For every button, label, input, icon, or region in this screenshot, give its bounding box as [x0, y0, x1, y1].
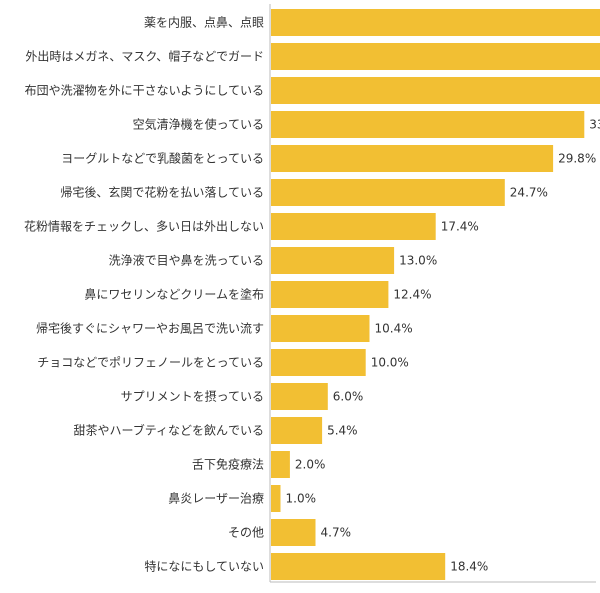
- bar: [271, 111, 585, 138]
- value-label: 4.7%: [321, 526, 352, 540]
- category-label: 外出時はメガネ、マスク、帽子などでガード: [25, 49, 264, 64]
- bar: [271, 315, 370, 342]
- category-label: 甜茶やハーブティなどを飲んでいる: [73, 423, 264, 438]
- bar: [271, 145, 554, 172]
- category-label: 薬を内服、点鼻、点眼: [144, 15, 264, 30]
- value-label: 24.7%: [510, 186, 548, 200]
- category-label: 空気清浄機を使っている: [133, 117, 264, 132]
- bar: [271, 553, 446, 580]
- value-label: 29.8%: [558, 152, 596, 166]
- bar: [271, 383, 328, 410]
- bar: [271, 349, 366, 376]
- value-label: 18.4%: [450, 560, 488, 574]
- category-label: 花粉情報をチェックし、多い日は外出しない: [24, 219, 264, 234]
- bar: [271, 213, 436, 240]
- value-label: 10.4%: [375, 322, 413, 336]
- value-label: 2.0%: [295, 458, 326, 472]
- bar: [271, 417, 323, 444]
- bar: [271, 485, 281, 512]
- category-label: 舌下免疫療法: [192, 457, 264, 472]
- bar: [271, 451, 290, 478]
- category-label: サプリメントを摂っている: [121, 389, 264, 404]
- value-label: 13.0%: [399, 254, 437, 268]
- value-label: 33.1%: [589, 118, 600, 132]
- category-label: その他: [228, 526, 264, 540]
- bar: [271, 281, 389, 308]
- bar: [271, 247, 395, 274]
- bar: [271, 9, 600, 36]
- value-label: 1.0%: [286, 492, 317, 506]
- value-label: 17.4%: [441, 220, 479, 234]
- bar-marks: 薬を内服、点鼻、点眼49.2%外出時はメガネ、マスク、帽子などでガード46.5%…: [24, 9, 600, 580]
- bar: [271, 519, 316, 546]
- category-label: 鼻炎レーザー治療: [168, 491, 264, 506]
- category-label: 布団や洗濯物を外に干さないようにしている: [25, 84, 264, 98]
- category-label: 洗浄液で目や鼻を洗っている: [109, 253, 264, 268]
- bar: [271, 179, 505, 206]
- category-label: 鼻にワセリンなどクリームを塗布: [84, 287, 264, 302]
- value-label: 12.4%: [393, 288, 431, 302]
- bar: [271, 77, 600, 104]
- category-label: 特になにもしていない: [144, 559, 264, 574]
- bar: [271, 43, 600, 70]
- value-label: 6.0%: [333, 390, 364, 404]
- value-label: 10.0%: [371, 356, 409, 370]
- category-label: チョコなどでポリフェノールをとっている: [37, 356, 264, 370]
- category-label: 帰宅後すぐにシャワーやお風呂で洗い流す: [36, 321, 264, 336]
- value-label: 5.4%: [327, 424, 358, 438]
- category-label: ヨーグルトなどで乳酸菌をとっている: [61, 151, 264, 166]
- category-label: 帰宅後、玄関で花粉を払い落している: [60, 185, 264, 200]
